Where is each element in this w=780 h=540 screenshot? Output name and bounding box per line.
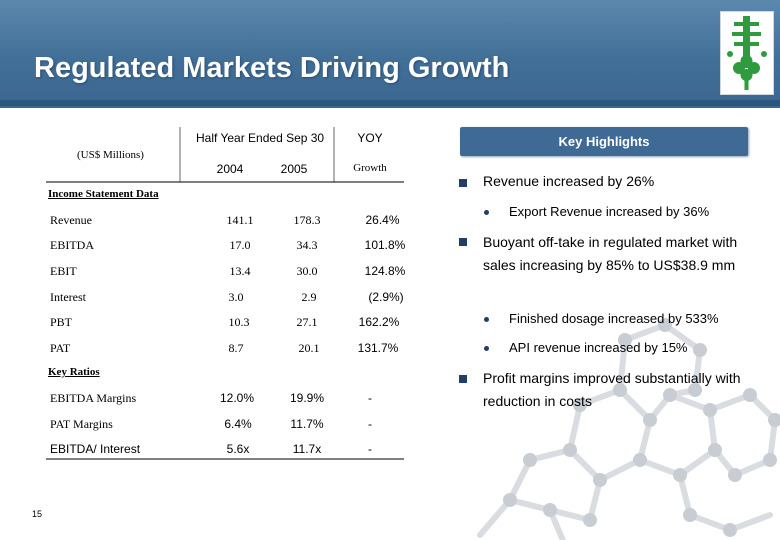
value-2004: 8.7: [228, 341, 244, 355]
value-2004: 141.1: [226, 213, 254, 227]
value-2005: 178.3: [293, 213, 321, 227]
row-label: Revenue: [50, 213, 92, 227]
value-2004: 12.0%: [219, 391, 255, 405]
value-2005: 2.9: [301, 290, 317, 304]
value-2004: 10.3: [228, 315, 250, 329]
highlight-profit-margins: Profit margins improved substantially wi…: [483, 370, 741, 409]
row-label: PAT: [50, 341, 71, 355]
highlight-offtake: Buoyant off-take in regulated market wit…: [483, 234, 738, 273]
row-label: EBITDA: [50, 238, 94, 252]
value-2005: 34.3: [296, 238, 318, 252]
value-2005: 11.7%: [290, 417, 324, 431]
highlight-revenue: Revenue increased by 26%: [483, 173, 655, 189]
square-bullet-icon: [459, 375, 467, 383]
row-label: PAT Margins: [50, 417, 113, 431]
value-growth: 162.2%: [358, 315, 400, 329]
value-2004: 5.6x: [226, 442, 250, 456]
company-logo: [720, 11, 774, 95]
value-2005: 19.9%: [289, 391, 325, 405]
highlight-export-revenue: Export Revenue increased by 36%: [509, 204, 710, 219]
value-growth: 131.7%: [357, 341, 399, 355]
value-2004: 17.0: [229, 238, 251, 252]
value-growth: -: [368, 417, 372, 431]
value-growth: 101.8%: [364, 238, 406, 252]
units-label: (US$ Millions): [77, 149, 144, 161]
year-2004-header: 2004: [216, 162, 244, 176]
row-label: EBIT: [50, 264, 77, 278]
row-label: EBITDA Margins: [50, 391, 137, 405]
logo-icon: [727, 16, 767, 90]
square-bullet-icon: [459, 179, 467, 187]
value-growth: 124.8%: [364, 264, 406, 278]
dot-bullet-icon: [484, 346, 489, 351]
year-2005-header: 2005: [280, 162, 308, 176]
highlight-finished-dosage: Finished dosage increased by 533%: [509, 311, 719, 326]
value-growth: (2.9%): [368, 290, 404, 304]
slide-title: Regulated Markets Driving Growth: [34, 52, 510, 84]
highlight-api-revenue: API revenue increased by 15%: [509, 340, 688, 355]
value-2004: 13.4: [229, 264, 251, 278]
page-number: 15: [32, 509, 43, 519]
period-header: Half Year Ended Sep 30: [196, 131, 325, 145]
title-underline: [0, 100, 780, 106]
square-bullet-icon: [459, 238, 467, 246]
molecule-watermark: [477, 318, 780, 540]
growth-header: Growth: [353, 162, 387, 174]
value-2005: 11.7x: [292, 442, 322, 456]
value-2005: 27.1: [296, 315, 318, 329]
value-growth: -: [368, 442, 372, 456]
value-2005: 30.0: [296, 264, 318, 278]
value-2005: 20.1: [298, 341, 320, 355]
value-growth: -: [368, 391, 372, 405]
row-label: EBITDA/ Interest: [50, 442, 141, 456]
dot-bullet-icon: [484, 210, 489, 215]
dot-bullet-icon: [484, 317, 489, 322]
title-banner: [0, 0, 780, 108]
income-section-label: Income Statement Data: [48, 188, 159, 200]
ratios-section-label: Key Ratios: [48, 366, 100, 378]
value-growth: 26.4%: [365, 213, 400, 227]
key-highlights-header: Key Highlights: [460, 127, 748, 156]
row-label: Interest: [50, 290, 86, 304]
row-label: PBT: [50, 315, 73, 329]
value-2004: 3.0: [228, 290, 244, 304]
yoy-header: YOY: [357, 131, 383, 145]
value-2004: 6.4%: [224, 417, 252, 431]
